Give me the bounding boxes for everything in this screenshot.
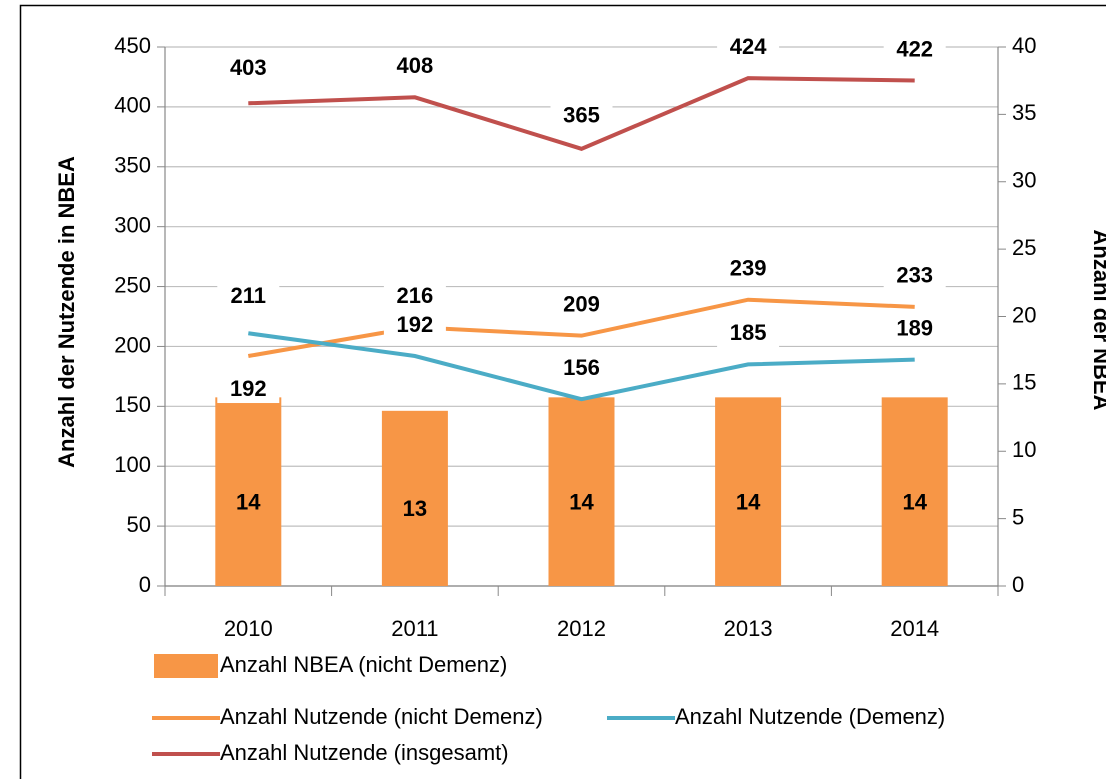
x-tick-label: 2013	[724, 616, 773, 641]
y-tick-label: 150	[114, 392, 151, 417]
x-tick-label: 2012	[557, 616, 606, 641]
bar	[548, 397, 615, 586]
frame	[19, 4, 1106, 779]
y2-tick-label: 25	[1012, 235, 1036, 260]
data-label: 209	[563, 291, 600, 316]
line	[248, 331, 915, 402]
data-label: 13	[403, 496, 427, 521]
data-label-bg	[550, 292, 613, 319]
y2-tick-label: 0	[1012, 572, 1024, 597]
data-label: 365	[563, 103, 600, 128]
data-label-bg	[383, 54, 446, 81]
data-label: 14	[569, 489, 594, 514]
y2-tick-label: 35	[1012, 100, 1036, 125]
data-label: 156	[563, 355, 600, 380]
y-tick-label: 200	[114, 332, 151, 357]
data-label: 403	[230, 55, 267, 80]
data-label: 14	[236, 489, 261, 514]
data-label: 239	[730, 256, 767, 281]
y2-tick-label: 30	[1012, 168, 1036, 193]
y2-axis-title: Anzahl der NBEA	[1089, 230, 1106, 411]
y2-tick-label: 40	[1012, 33, 1036, 58]
data-label: 422	[896, 36, 933, 61]
y2-tick-label: 10	[1012, 437, 1036, 462]
data-label-bg	[383, 284, 446, 311]
line	[247, 297, 915, 358]
y2-tick-label: 20	[1012, 302, 1036, 327]
legend-swatch	[154, 654, 218, 678]
data-label: 14	[736, 489, 761, 514]
legend-label: Anzahl Nutzende (insgesamt)	[220, 740, 509, 765]
data-label: 408	[397, 53, 434, 78]
data-label-bg	[550, 356, 613, 383]
data-label-bg	[717, 35, 780, 62]
data-label: 211	[231, 283, 267, 308]
data-label-bg	[883, 316, 946, 343]
data-label: 424	[730, 34, 767, 59]
data-label-bg	[217, 56, 280, 83]
legend-label: Anzahl Nutzende (Demenz)	[675, 704, 945, 729]
data-label-bg	[717, 321, 780, 348]
y-tick-label: 250	[114, 272, 151, 297]
data-label: 192	[230, 376, 267, 401]
x-tick-label: 2014	[890, 616, 939, 641]
x-tick-label: 2011	[391, 616, 438, 641]
y-axis-title: Anzahl der Nutzende in NBEA	[54, 156, 79, 468]
y2-tick-label: 5	[1012, 504, 1024, 529]
legend-label: Anzahl Nutzende (nicht Demenz)	[220, 704, 543, 729]
y-tick-label: 400	[114, 93, 151, 118]
data-label: 185	[730, 320, 767, 345]
line	[248, 76, 915, 151]
legend-label: Anzahl NBEA (nicht Demenz)	[220, 652, 507, 677]
data-label: 233	[896, 263, 933, 288]
y-tick-label: 350	[114, 153, 151, 178]
y-tick-label: 300	[114, 212, 151, 237]
y-tick-label: 0	[139, 572, 151, 597]
data-label-bg	[217, 284, 280, 311]
y2-tick-label: 15	[1012, 370, 1036, 395]
data-label: 14	[902, 489, 927, 514]
bar	[881, 397, 948, 586]
data-label-bg	[883, 37, 946, 64]
data-label-bg	[217, 377, 280, 404]
data-label-bg	[717, 256, 780, 283]
data-label-bg	[550, 103, 613, 130]
y-tick-label: 100	[114, 452, 151, 477]
bar	[215, 397, 282, 586]
y-tick-label: 450	[114, 33, 151, 58]
y-tick-label: 50	[127, 512, 151, 537]
data-label-bg	[383, 313, 446, 340]
data-label: 189	[896, 315, 933, 340]
data-label-bg	[883, 263, 946, 290]
bar	[715, 397, 782, 586]
data-label: 192	[397, 312, 434, 337]
x-tick-label: 2010	[224, 616, 273, 641]
data-label: 216	[397, 283, 434, 308]
bar	[381, 410, 448, 586]
